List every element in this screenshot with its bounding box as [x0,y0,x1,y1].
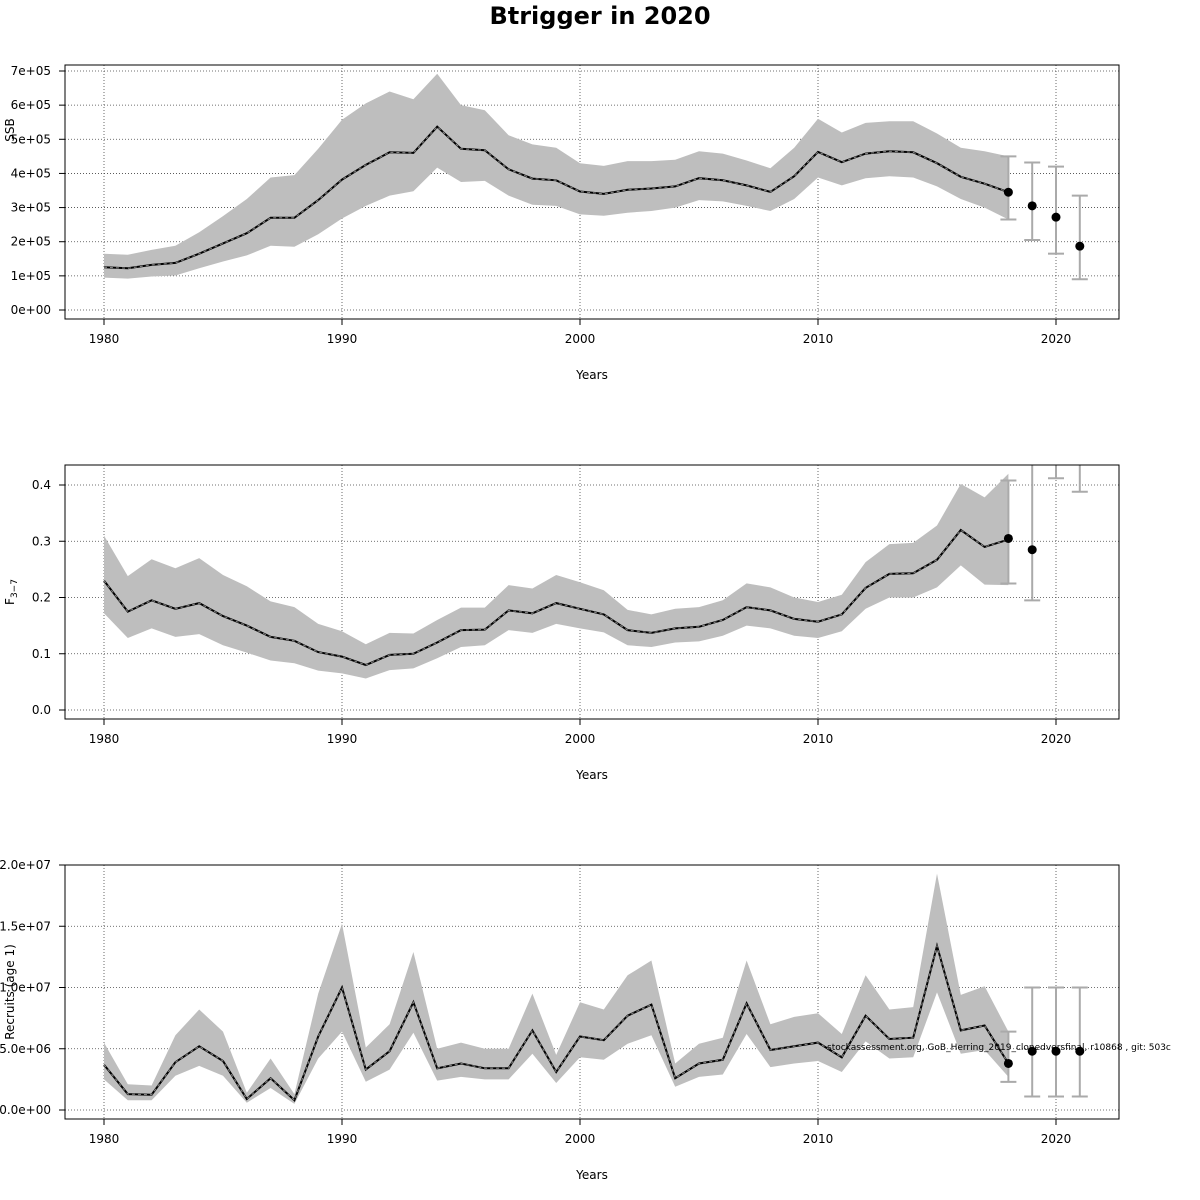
estimate-line-dashed [103,943,1009,1102]
y-tick-label: 2.0e+07 [0,858,51,872]
x-tick-label: 1980 [89,332,120,346]
forecast-errorbar [1000,479,1017,585]
panel-2: 1980 1990 2000 2010 2020 Years 0.0 0.1 0.2 0.3 0.4… [3,464,1120,782]
estimate-line-dashed [103,529,1009,666]
forecast-errorbar [1024,465,1041,602]
y-tick-label: 1.5e+07 [0,919,51,933]
estimate-line-dashed [103,125,1009,269]
forecast-point [1027,201,1037,211]
x-tick-label: 1990 [327,332,358,346]
x-tick-label: 2010 [803,332,834,346]
y-tick-label: 5e+05 [11,132,51,146]
y-axis: 0.0 0.1 0.2 0.3 0.4 F3−7 [3,478,65,717]
y-tick-label: 0.0 [32,703,51,717]
x-tick-label: 2020 [1041,732,1072,746]
x-tick-label: 2000 [565,332,596,346]
forecast-errorbar [1071,986,1088,1098]
forecast-errorbar [1048,986,1064,1098]
figure-title: Btrigger in 2020 [489,2,710,30]
y-tick-label: 3e+05 [11,201,51,215]
x-tick-label: 1980 [89,1132,120,1146]
forecast-point [1051,212,1061,222]
y-axis-label: F3−7 [3,579,20,605]
forecast-errorbar [1071,194,1088,281]
y-tick-label: 1.0e+07 [0,981,51,995]
x-axis: 1980 1990 2000 2010 2020 Years [89,719,1072,782]
x-axis-label: Years [575,768,608,782]
plot-frame [64,464,1120,720]
y-axis: 0e+00 1e+05 2e+05 3e+05 4e+05 5e+05 6e+05 7e+05… [3,64,65,317]
forecast-point [1003,533,1013,543]
x-axis-label: Years [575,368,608,382]
x-tick-label: 2010 [803,732,834,746]
forecast-errorbar [1048,465,1064,480]
forecast-point [1027,1046,1037,1056]
y-axis: 0.0e+00 5.0e+06 1.0e+07 1.5e+07 2.0e+07 Recru… [0,858,65,1117]
forecast-errorbar [1024,161,1041,242]
x-axis-label: Years [575,1168,608,1182]
y-tick-label: 0.4 [32,478,51,492]
x-tick-label: 2000 [565,1132,596,1146]
panels: 1980 1990 2000 2010 2020 Years 0e+00 1e+05 2e+05… [0,64,1120,1182]
x-axis: 1980 1990 2000 2010 2020 Years [89,319,1072,382]
y-tick-label: 1e+05 [11,269,51,283]
y-tick-label: 5.0e+06 [0,1042,51,1056]
forecast-point [1075,1046,1085,1056]
forecast-errorbar [1000,1030,1017,1083]
forecast-errorbar [1024,986,1041,1098]
x-tick-label: 2020 [1041,332,1072,346]
y-tick-label: 0.1 [32,647,51,661]
forecast-point [1075,241,1085,251]
confidence-band [104,473,1009,679]
y-tick-label: 2e+05 [11,235,51,249]
panel-1: 1980 1990 2000 2010 2020 Years 0e+00 1e+05 2e+05… [3,64,1120,382]
confidence-band [104,873,1009,1104]
y-tick-label: 0e+00 [11,303,51,317]
y-tick-label: 7e+05 [11,64,51,78]
x-tick-label: 2020 [1041,1132,1072,1146]
x-axis: 1980 1990 2000 2010 2020 Years [89,1119,1072,1182]
plot-frame [64,64,1120,320]
forecast-errorbar [1071,465,1088,493]
y-axis-label: SSB [3,118,17,141]
plot-frame [64,864,1120,1120]
forecast-point [1003,187,1013,197]
forecast-point [1051,1046,1061,1056]
gridlines [65,864,1119,1119]
x-tick-label: 1990 [327,732,358,746]
x-tick-label: 1990 [327,1132,358,1146]
y-tick-label: 4e+05 [11,166,51,180]
y-tick-label: 6e+05 [11,98,51,112]
x-tick-label: 2010 [803,1132,834,1146]
panel-3: 1980 1990 2000 2010 2020 Years 0.0e+00 5.0e+06 1… [0,858,1120,1182]
y-tick-label: 0.3 [32,534,51,548]
footnote: stockassessment.org, GoB_Herring_2019_cl… [827,1043,1171,1053]
x-tick-label: 2000 [565,732,596,746]
confidence-band [104,73,1009,279]
x-tick-label: 1980 [89,732,120,746]
forecast-point [1003,1058,1013,1068]
y-axis-label: Recruits (age 1) [3,944,17,1040]
forecast-point [1027,545,1037,555]
y-tick-label: 0.0e+00 [0,1103,51,1117]
forecast-errorbar [1048,165,1064,255]
y-tick-label: 0.2 [32,591,51,605]
